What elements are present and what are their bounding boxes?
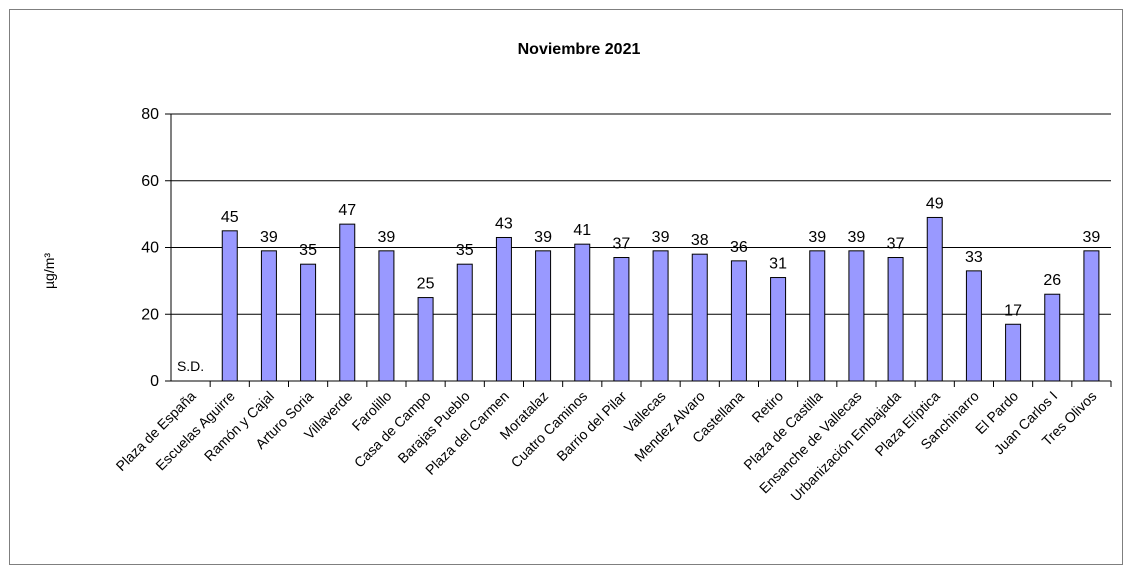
data-label: 35 [299, 242, 317, 259]
data-label: 37 [887, 236, 905, 253]
bar [574, 243, 591, 382]
y-tick-label: 60 [141, 173, 159, 190]
bar [417, 297, 434, 382]
bar [1005, 323, 1022, 382]
data-label: 37 [613, 236, 631, 253]
bar [730, 260, 747, 382]
bar [300, 263, 317, 382]
category-label: Barrio del Pilar [553, 388, 629, 464]
bar [339, 223, 356, 382]
bar [535, 250, 552, 382]
y-tick-labels: 0 20 40 60 80 [141, 106, 159, 390]
data-label: 39 [652, 229, 670, 246]
data-label: 31 [769, 256, 787, 273]
bar [495, 236, 512, 382]
data-label: 39 [534, 229, 552, 246]
data-label: 35 [456, 242, 474, 259]
bar-chart: Noviembre 2021 µg/m³ 0 20 40 60 80 Plaza de … [41, 41, 1112, 505]
axes [165, 113, 1112, 387]
data-label: 39 [808, 229, 826, 246]
bar [848, 250, 865, 382]
data-label: 45 [221, 209, 239, 226]
data-label: 49 [926, 195, 944, 212]
bar [1044, 293, 1061, 382]
data-label: 43 [495, 215, 513, 232]
data-labels: S.D. 45 39 35 47 39 25 35 43 39 41 37 39 38 36 31 39 39 37… [177, 195, 1100, 374]
y-axis-label: µg/m³ [41, 253, 57, 289]
bar [691, 253, 708, 382]
bar [809, 250, 826, 382]
y-tick-label: 20 [141, 306, 159, 323]
bar [770, 277, 787, 382]
y-tick-label: 40 [141, 240, 159, 257]
data-label: 36 [730, 239, 748, 256]
bar [260, 250, 277, 382]
no-data-label: S.D. [177, 358, 204, 374]
data-label: 39 [1083, 229, 1101, 246]
data-label: 39 [378, 229, 396, 246]
y-tick-label: 80 [141, 106, 159, 123]
bar [613, 257, 630, 382]
data-label: 26 [1043, 272, 1061, 289]
gridlines [171, 113, 1111, 315]
data-label: 39 [848, 229, 866, 246]
bar [378, 250, 395, 382]
bar [221, 230, 238, 382]
bars [221, 216, 1100, 382]
bar [652, 250, 669, 382]
y-tick-label: 0 [150, 373, 159, 390]
bar [456, 263, 473, 382]
data-label: 39 [260, 229, 278, 246]
bar [965, 270, 982, 382]
data-label: 38 [691, 232, 709, 249]
data-label: 25 [417, 276, 435, 293]
data-label: 47 [338, 202, 356, 219]
bar [926, 216, 943, 382]
data-label: 17 [1004, 302, 1022, 319]
bar [1083, 250, 1100, 382]
bar [887, 257, 904, 382]
chart-title: Noviembre 2021 [518, 41, 641, 58]
data-label: 33 [965, 249, 983, 266]
data-label: 41 [573, 222, 591, 239]
chart-frame: Noviembre 2021 µg/m³ 0 20 40 60 80 Plaza de … [9, 9, 1123, 565]
